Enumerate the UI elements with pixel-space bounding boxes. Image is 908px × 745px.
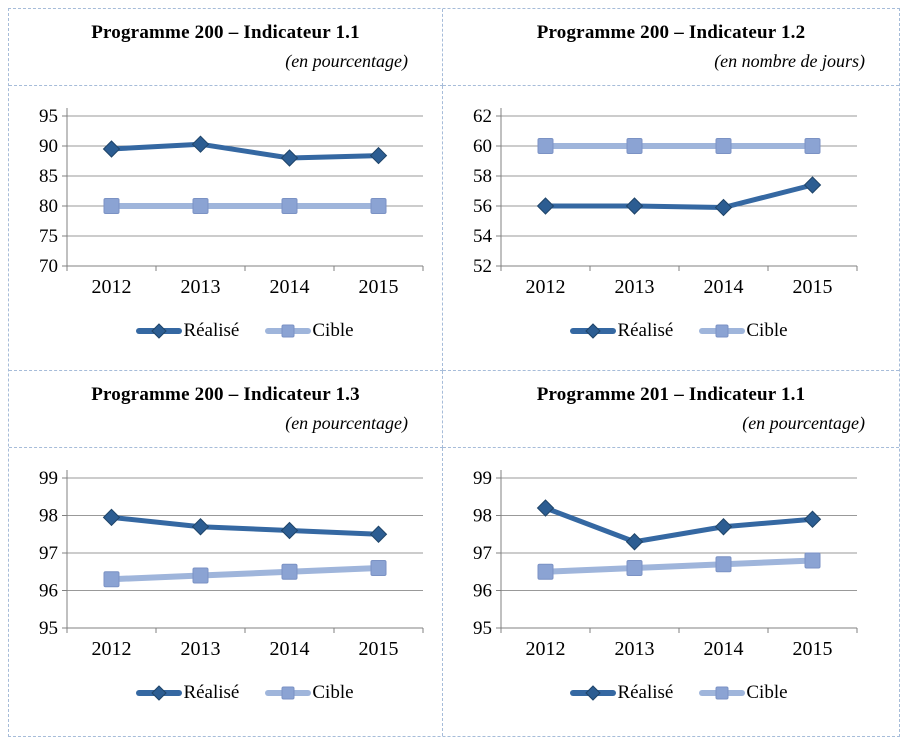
panel-header-prog200-ind1-2: Programme 200 – Indicateur 1.2 (en nombr… xyxy=(443,9,899,86)
svg-text:70: 70 xyxy=(39,256,58,277)
svg-text:75: 75 xyxy=(39,226,58,247)
charts-table: Programme 200 – Indicateur 1.1 (en pourc… xyxy=(8,8,900,737)
line-chart-prog200-ind1-1: 70 75 80 85 90 95 2012 2013 2014 2015 xyxy=(39,106,424,298)
legend-label: Cible xyxy=(312,682,354,703)
svg-text:96: 96 xyxy=(473,581,492,602)
svg-text:2014: 2014 xyxy=(704,638,744,660)
chart-legend: Réalisé Cible xyxy=(501,682,857,704)
svg-text:99: 99 xyxy=(39,468,58,489)
panel-body-prog201-ind1-1: 95 96 97 98 99 2012 2013 2014 2015 Réalisé Cible xyxy=(443,448,899,736)
line-chart-prog200-ind1-3: 95 96 97 98 99 2012 2013 2014 2015 xyxy=(39,468,424,660)
svg-text:96: 96 xyxy=(39,581,58,602)
svg-text:56: 56 xyxy=(473,196,492,217)
legend-label: Réalisé xyxy=(183,682,240,703)
svg-text:54: 54 xyxy=(473,226,493,247)
svg-text:58: 58 xyxy=(473,166,492,187)
chart-subtitle: (en nombre de jours) xyxy=(714,51,865,71)
svg-text:95: 95 xyxy=(39,618,58,639)
legend-item-realise: Réalisé xyxy=(570,320,673,342)
chart-legend: Réalisé Cible xyxy=(67,682,423,704)
svg-text:60: 60 xyxy=(473,136,492,157)
legend-item-cible: Cible xyxy=(265,320,354,342)
cible-line-square-icon xyxy=(699,684,746,702)
legend-item-realise: Réalisé xyxy=(136,682,239,704)
svg-text:95: 95 xyxy=(473,618,492,639)
svg-text:97: 97 xyxy=(39,543,58,564)
svg-text:2012: 2012 xyxy=(526,276,566,298)
svg-text:2012: 2012 xyxy=(526,638,566,660)
svg-text:62: 62 xyxy=(473,106,492,127)
svg-text:98: 98 xyxy=(473,506,492,527)
panel-header-prog200-ind1-3: Programme 200 – Indicateur 1.3 (en pourc… xyxy=(9,371,443,448)
svg-text:80: 80 xyxy=(39,196,58,217)
svg-text:2012: 2012 xyxy=(92,276,132,298)
panel-body-prog200-ind1-1: 70 75 80 85 90 95 2012 2013 2014 2015 Réalisé Cib… xyxy=(9,86,443,371)
chart-subtitle: (en pourcentage) xyxy=(742,413,865,433)
chart-legend: Réalisé Cible xyxy=(67,320,423,342)
cible-line-square-icon xyxy=(699,322,746,340)
svg-text:2015: 2015 xyxy=(359,638,399,660)
svg-text:2013: 2013 xyxy=(615,276,655,298)
svg-text:2015: 2015 xyxy=(359,276,399,298)
svg-text:2015: 2015 xyxy=(793,638,833,660)
legend-item-cible: Cible xyxy=(699,682,788,704)
chart-title: Programme 200 – Indicateur 1.1 xyxy=(91,22,360,43)
legend-label: Réalisé xyxy=(183,320,240,341)
svg-text:52: 52 xyxy=(473,256,492,277)
panel-header-prog201-ind1-1: Programme 201 – Indicateur 1.1 (en pourc… xyxy=(443,371,899,448)
svg-text:97: 97 xyxy=(473,543,492,564)
realise-line-diamond-icon xyxy=(136,684,183,702)
svg-text:2014: 2014 xyxy=(704,276,744,298)
realise-line-diamond-icon xyxy=(136,322,183,340)
realise-line-diamond-icon xyxy=(570,684,617,702)
cible-line-square-icon xyxy=(265,322,312,340)
legend-label: Réalisé xyxy=(617,682,674,703)
legend-label: Cible xyxy=(746,320,788,341)
svg-text:98: 98 xyxy=(39,506,58,527)
chart-title: Programme 200 – Indicateur 1.2 xyxy=(536,22,806,43)
legend-label: Cible xyxy=(746,682,788,703)
svg-text:2014: 2014 xyxy=(270,276,310,298)
svg-text:2013: 2013 xyxy=(181,638,221,660)
svg-text:90: 90 xyxy=(39,136,58,157)
line-chart-prog200-ind1-2: 52 54 56 58 60 62 2012 2013 2014 2015 xyxy=(473,106,858,298)
realise-line-diamond-icon xyxy=(570,322,617,340)
svg-text:95: 95 xyxy=(39,106,58,127)
svg-text:2015: 2015 xyxy=(793,276,833,298)
line-chart-prog201-ind1-1: 95 96 97 98 99 2012 2013 2014 2015 xyxy=(473,468,858,660)
chart-title: Programme 200 – Indicateur 1.3 xyxy=(91,384,360,405)
chart-subtitle: (en pourcentage) xyxy=(285,51,408,71)
chart-subtitle: (en pourcentage) xyxy=(285,413,408,433)
panel-body-prog200-ind1-2: 52 54 56 58 60 62 2012 2013 2014 2015 Réalisé Cib… xyxy=(443,86,899,371)
legend-item-realise: Réalisé xyxy=(136,320,239,342)
legend-label: Cible xyxy=(312,320,354,341)
svg-text:2013: 2013 xyxy=(615,638,655,660)
svg-text:85: 85 xyxy=(39,166,58,187)
panel-header-prog200-ind1-1: Programme 200 – Indicateur 1.1 (en pourc… xyxy=(9,9,443,86)
svg-text:2012: 2012 xyxy=(92,638,132,660)
svg-text:99: 99 xyxy=(473,468,492,489)
svg-text:2014: 2014 xyxy=(270,638,310,660)
legend-item-cible: Cible xyxy=(699,320,788,342)
cible-line-square-icon xyxy=(265,684,312,702)
legend-item-realise: Réalisé xyxy=(570,682,673,704)
panel-body-prog200-ind1-3: 95 96 97 98 99 2012 2013 2014 2015 Réalisé Cible xyxy=(9,448,443,736)
legend-item-cible: Cible xyxy=(265,682,354,704)
chart-title: Programme 201 – Indicateur 1.1 xyxy=(536,384,806,405)
svg-text:2013: 2013 xyxy=(181,276,221,298)
legend-label: Réalisé xyxy=(617,320,674,341)
chart-legend: Réalisé Cible xyxy=(501,320,857,342)
